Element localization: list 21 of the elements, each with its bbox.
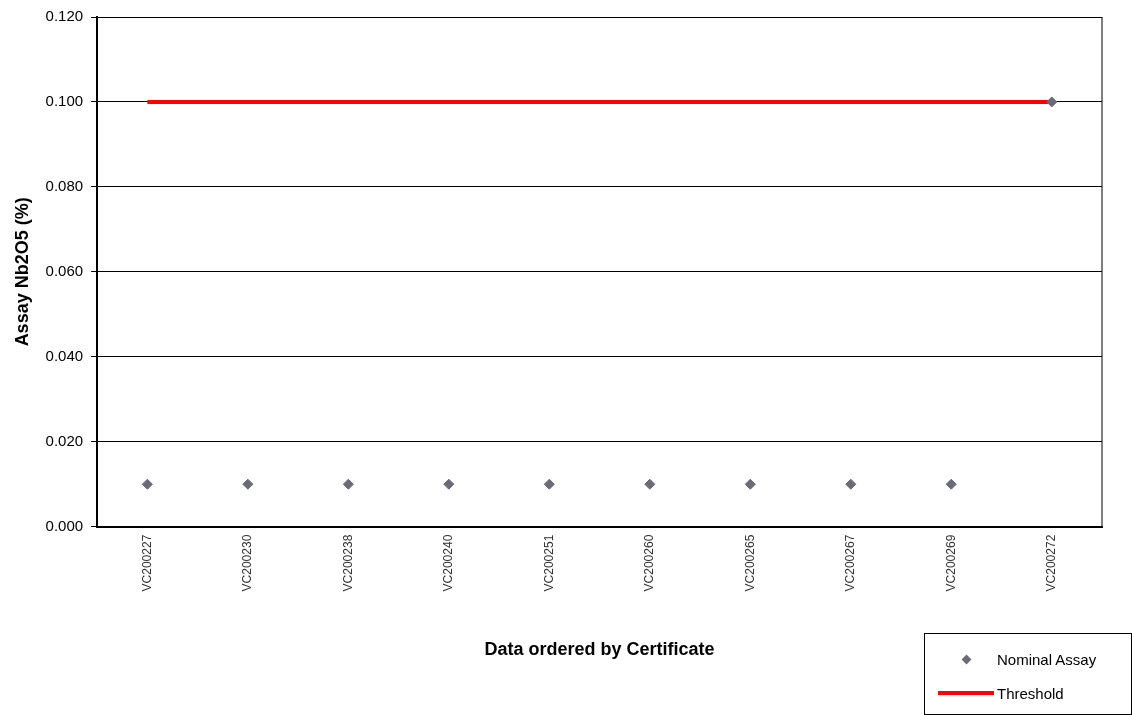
y-axis-title: Assay Nb2O5 (%) <box>11 197 32 347</box>
x-axis-title: Data ordered by Certificate <box>484 639 715 660</box>
y-tick-label: 0.120 <box>45 7 84 25</box>
legend-label: Nominal Assay <box>997 650 1097 668</box>
x-tick-label: VC200227 <box>139 534 154 592</box>
y-tick-label: 0.080 <box>45 177 84 195</box>
legend-label: Threshold <box>997 684 1064 702</box>
x-tick-label: VC200265 <box>742 534 757 592</box>
y-tick-label: 0.000 <box>45 516 84 534</box>
x-tick-label: VC200240 <box>441 534 456 592</box>
y-tick-label: 0.040 <box>45 346 84 364</box>
y-tick-label: 0.060 <box>45 261 84 279</box>
x-tick-label: VC200260 <box>642 534 657 592</box>
x-tick-label: VC200272 <box>1044 534 1059 592</box>
x-tick-label: VC200238 <box>340 534 355 592</box>
x-tick-label: VC200251 <box>541 534 556 592</box>
y-tick-label: 0.100 <box>45 92 84 110</box>
y-tick-label: 0.020 <box>45 431 84 449</box>
x-tick-label: VC200267 <box>843 534 858 592</box>
x-tick-label: VC200269 <box>943 534 958 592</box>
x-tick-label: VC200230 <box>240 534 255 592</box>
